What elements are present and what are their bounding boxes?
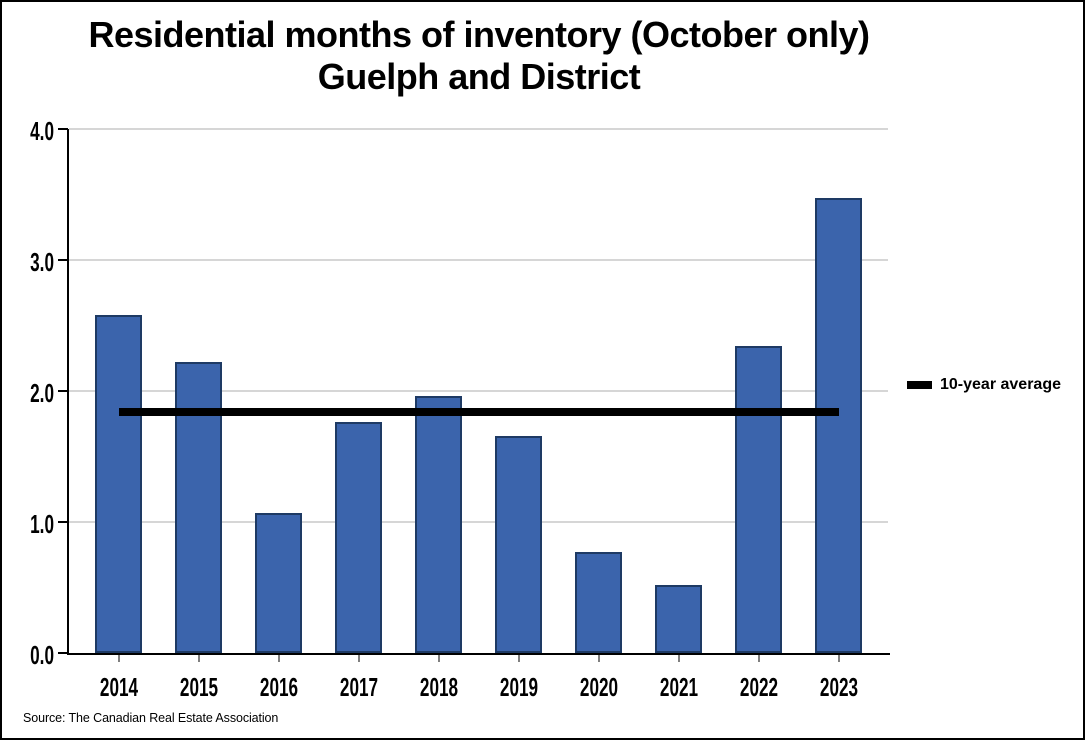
x-tick: [677, 655, 680, 662]
bar-2019: [495, 435, 542, 653]
gridline: [69, 390, 888, 392]
chart-title-line1: Residential months of inventory (October…: [88, 14, 870, 55]
gridline: [69, 259, 888, 261]
x-tick: [277, 655, 280, 662]
gridline: [69, 521, 888, 523]
bar-2014: [95, 315, 142, 653]
average-line: [118, 407, 839, 416]
average-line-legend-swatch-icon: [907, 381, 932, 389]
y-tick-label-4.0: 4.0: [30, 116, 54, 146]
x-tick-label-2020: 2020: [579, 672, 618, 702]
bar-2015: [175, 362, 222, 653]
x-tick: [757, 655, 760, 662]
gridline: [69, 128, 888, 130]
bar-2021: [655, 584, 702, 653]
y-tick-label-2.0: 2.0: [30, 378, 54, 408]
y-tick: [58, 259, 68, 261]
x-tick: [517, 655, 520, 662]
y-tick: [58, 652, 68, 654]
x-tick-label-2014: 2014: [99, 672, 138, 702]
chart-title-line2: Guelph and District: [317, 56, 641, 97]
x-tick-label-2017: 2017: [339, 672, 378, 702]
x-tick: [197, 655, 200, 662]
x-tick-label-2021: 2021: [659, 672, 698, 702]
x-tick-label-2023: 2023: [819, 672, 858, 702]
bar-2017: [335, 422, 382, 653]
y-tick-label-0.0: 0.0: [30, 640, 54, 670]
x-tick: [437, 655, 440, 662]
x-axis-line: [67, 653, 890, 655]
y-tick-label-1.0: 1.0: [30, 509, 54, 539]
legend: 10-year average: [907, 376, 1061, 394]
y-tick-label-3.0: 3.0: [30, 247, 54, 277]
x-tick: [837, 655, 840, 662]
bar-2023: [815, 198, 862, 653]
bar-2018: [415, 396, 462, 653]
y-tick: [58, 521, 68, 523]
y-tick: [58, 390, 68, 392]
y-axis-line: [67, 129, 69, 655]
legend-label: 10-year average: [940, 376, 1061, 393]
source-note: Source: The Canadian Real Estate Associa…: [23, 711, 279, 725]
bar-2020: [575, 552, 622, 653]
bar-2022: [735, 346, 782, 653]
x-tick: [357, 655, 360, 662]
x-tick-label-2019: 2019: [499, 672, 538, 702]
x-tick-label-2016: 2016: [259, 672, 298, 702]
chart-title: Residential months of inventory (October…: [29, 14, 929, 98]
bar-2016: [255, 512, 302, 653]
x-tick: [117, 655, 120, 662]
x-tick-label-2015: 2015: [179, 672, 218, 702]
x-tick-label-2018: 2018: [419, 672, 458, 702]
y-tick: [58, 128, 68, 130]
x-tick-label-2022: 2022: [739, 672, 778, 702]
x-tick: [597, 655, 600, 662]
